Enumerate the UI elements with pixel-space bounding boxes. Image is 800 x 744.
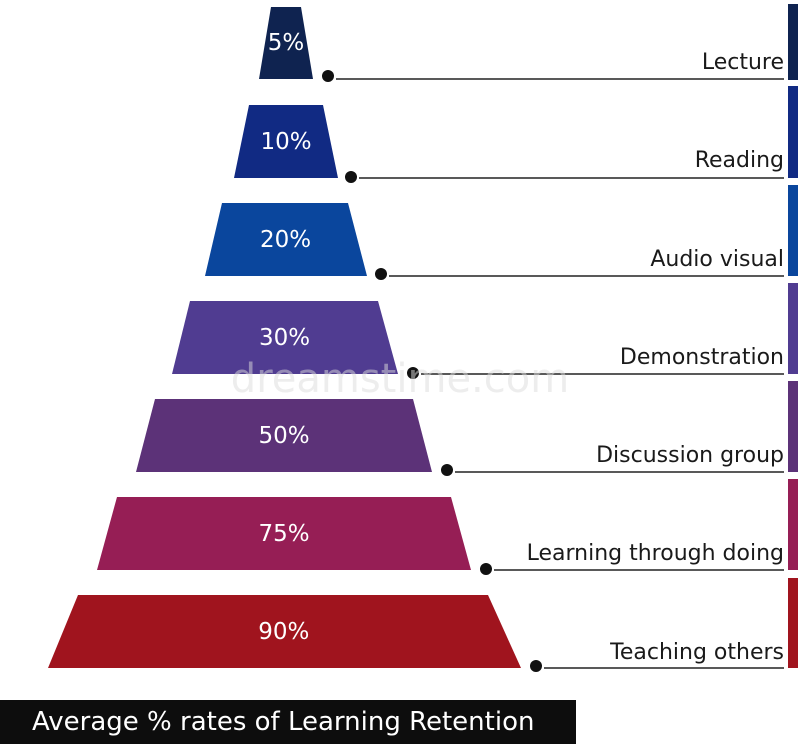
leader-dot-demonstration <box>407 367 419 379</box>
tier-percent-discussion-group: 50% <box>258 422 310 449</box>
side-color-bar-teaching-others <box>788 578 798 668</box>
tier-label-teaching-others: Teaching others <box>610 640 784 665</box>
leader-dot-reading <box>345 171 357 183</box>
tier-label-demonstration: Demonstration <box>619 345 784 370</box>
caption-text: Average % rates of Learning Retention <box>32 707 535 737</box>
leader-dot-lecture <box>322 70 334 82</box>
leader-dot-learning-through-doing <box>480 563 492 575</box>
side-color-bar-demonstration <box>788 283 798 374</box>
pyramid-tier-lecture <box>259 7 313 79</box>
side-color-bar-audio-visual <box>788 185 798 276</box>
tier-label-lecture: Lecture <box>701 50 784 75</box>
tier-label-learning-through-doing: Learning through doing <box>526 541 784 566</box>
watermark-text: dreamstime.com <box>231 356 569 402</box>
side-color-bar-learning-through-doing <box>788 479 798 570</box>
tier-label-discussion-group: Discussion group <box>596 443 784 468</box>
side-color-bar-reading <box>788 86 798 178</box>
caption-box: Average % rates of Learning Retention <box>0 700 576 744</box>
leader-dot-audio-visual <box>375 268 387 280</box>
pyramid-tier-audio-visual <box>205 203 367 276</box>
side-color-bar-lecture <box>788 4 798 80</box>
pyramid-tier-learning-through-doing <box>97 497 471 570</box>
pyramid-tier-reading <box>234 105 338 178</box>
leader-dot-discussion-group <box>441 464 453 476</box>
side-color-bar-discussion-group <box>788 381 798 472</box>
tier-percent-demonstration: 30% <box>258 324 311 351</box>
pyramid-tier-discussion-group <box>136 399 432 472</box>
pyramid-tier-demonstration <box>172 301 398 374</box>
leader-dot-teaching-others <box>530 660 542 672</box>
tier-percent-teaching-others: 90% <box>258 618 310 645</box>
tier-percent-learning-through-doing: 75% <box>258 520 310 547</box>
tier-percent-lecture: 5% <box>267 30 305 56</box>
tier-label-audio-visual: Audio visual <box>650 247 784 272</box>
tier-percent-audio-visual: 20% <box>259 226 312 253</box>
tier-percent-reading: 10% <box>260 128 312 155</box>
tier-label-reading: Reading <box>694 148 784 173</box>
pyramid-tier-teaching-others <box>48 595 521 668</box>
